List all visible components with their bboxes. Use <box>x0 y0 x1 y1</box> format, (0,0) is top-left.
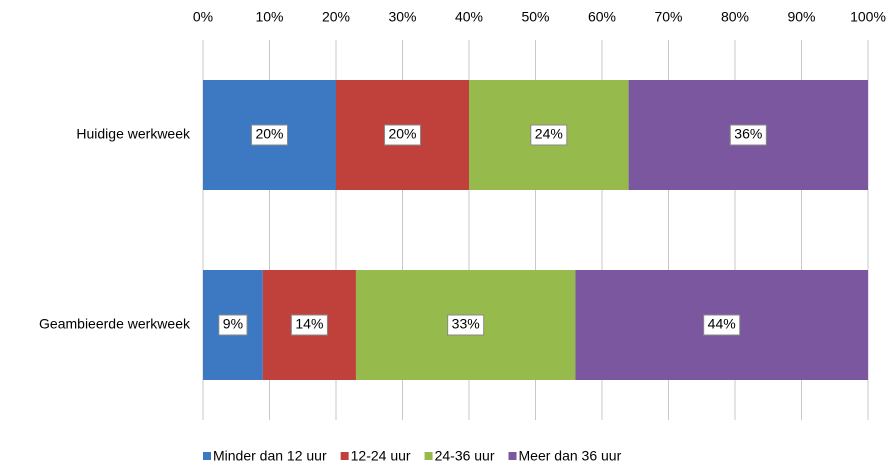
x-tick-label: 40% <box>455 9 483 25</box>
legend-swatch <box>340 452 349 460</box>
legend-label: 24-36 uur <box>435 448 495 463</box>
value-label-box <box>218 314 248 336</box>
value-label-box <box>703 314 741 336</box>
value-label-box <box>383 124 422 146</box>
value-label: 9% <box>223 316 243 332</box>
value-label-box <box>290 314 328 336</box>
category-label: Huidige werkweek <box>76 126 191 142</box>
value-label: 24% <box>535 126 563 142</box>
x-tick-label: 70% <box>654 9 682 25</box>
value-label-box <box>447 314 485 336</box>
x-tick-label: 0% <box>193 9 213 25</box>
value-label-box <box>729 124 767 146</box>
legend-label: Meer dan 36 uur <box>519 448 622 463</box>
x-tick-label: 50% <box>521 9 549 25</box>
value-label-box <box>250 124 289 146</box>
legend-swatch <box>508 452 517 460</box>
legend-label: Minder dan 12 uur <box>213 448 327 463</box>
x-tick-label: 20% <box>322 9 350 25</box>
value-label: 33% <box>452 316 480 332</box>
value-label: 20% <box>255 126 283 142</box>
value-label: 20% <box>388 126 416 142</box>
legend-swatch <box>203 452 211 460</box>
x-tick-label: 60% <box>588 9 616 25</box>
value-label: 44% <box>708 316 736 332</box>
legend-label: 12-24 uur <box>351 448 411 463</box>
category-label: Geambieerde werkweek <box>39 316 191 332</box>
x-tick-label: 90% <box>787 9 815 25</box>
x-tick-label: 10% <box>255 9 283 25</box>
value-label: 14% <box>295 316 323 332</box>
x-tick-label: 100% <box>850 9 886 25</box>
x-tick-label: 80% <box>721 9 749 25</box>
x-tick-label: 30% <box>388 9 416 25</box>
value-label: 36% <box>734 126 762 142</box>
legend-swatch <box>424 452 433 460</box>
value-label-box <box>530 124 568 146</box>
